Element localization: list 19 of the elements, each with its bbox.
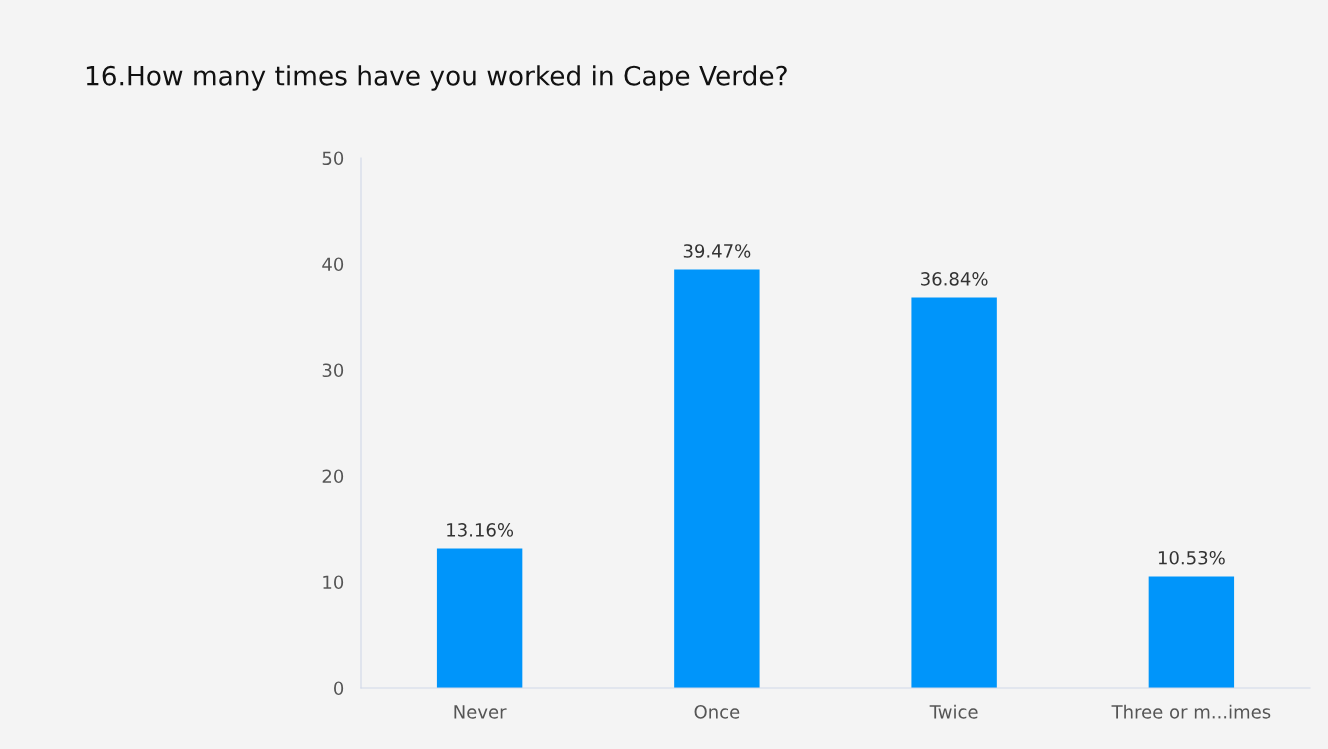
y-tick-label: 40 [322, 257, 344, 272]
x-tick-label: Twice [929, 704, 978, 719]
data-label: 36.84% [921, 272, 988, 286]
data-label: 39.47% [683, 244, 751, 258]
y-tick-label: 50 [322, 151, 344, 166]
y-tick-label: 20 [322, 469, 344, 484]
y-tick-label: 0 [334, 681, 344, 696]
bar [911, 297, 997, 688]
y-tick-label: 30 [322, 363, 344, 378]
x-tick-label: Never [454, 705, 507, 719]
data-label: 13.16% [447, 523, 514, 537]
data-label: 10.53% [1158, 550, 1225, 565]
chart-title: 16.How many times have you worked in Cape Verde? [86, 65, 787, 91]
bar [674, 269, 760, 688]
x-tick-label: Three or m...imes [1111, 704, 1271, 719]
y-tick-label: 10 [323, 575, 344, 590]
bar [436, 548, 523, 688]
x-tick-label: Once [694, 704, 740, 719]
bar [1148, 576, 1235, 688]
